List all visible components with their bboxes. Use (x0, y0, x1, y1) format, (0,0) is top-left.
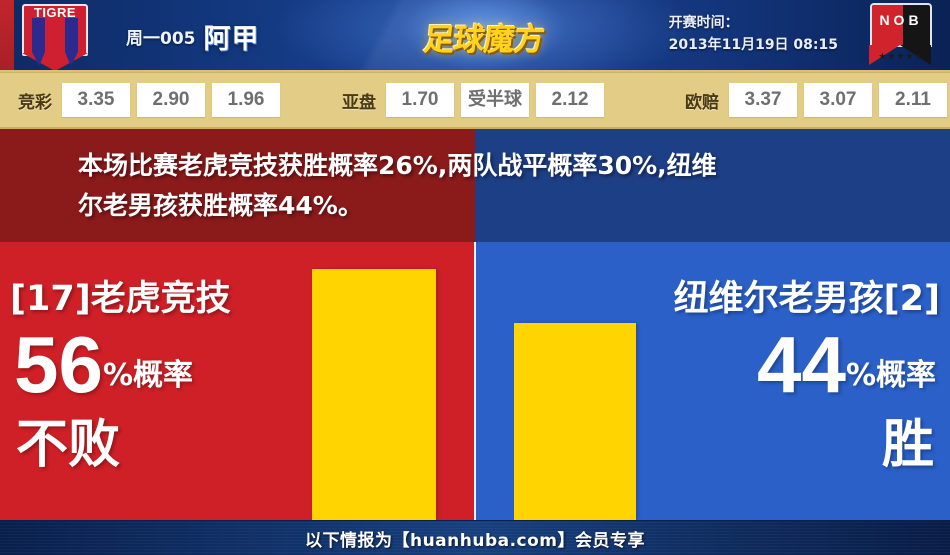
away-team-block: 纽维尔老男孩[2] 44 %概率 胜 (644, 242, 950, 520)
header-bar: TIGRE 周一005 阿甲 足球魔方 开赛时间： 2013年11月19日 08… (0, 0, 950, 72)
banner-left-bg (0, 129, 475, 242)
kickoff-info: 开赛时间： 2013年11月19日 08:15 (669, 12, 838, 56)
home-crest-text: TIGRE (33, 5, 77, 20)
odds-group-jingcai: 竞彩 3.35 2.90 1.96 (18, 83, 280, 117)
odds-group-oupei: 欧赔 3.37 3.07 2.11 (685, 83, 947, 117)
footer-bar: 以下情报为【huanhuba.com】会员专享 (0, 520, 950, 555)
odds-group-label: 竞彩 (18, 92, 52, 113)
brand-logo: 足球魔方 (398, 0, 570, 72)
away-verdict: 胜 (881, 415, 934, 475)
away-percent-suffix: %概率 (845, 358, 936, 393)
match-title: 周一005 阿甲 (126, 12, 260, 60)
home-team-crest-icon: TIGRE (22, 2, 90, 71)
away-crest-stars: ★★★★★ (878, 52, 924, 62)
odds-cell[interactable]: 3.35 (62, 83, 130, 117)
banner-line-1: 本场比赛老虎竞技获胜概率26%,两队战平概率30%,纽维 (78, 150, 717, 180)
home-probability-bar (312, 269, 436, 520)
banner-text: 本场比赛老虎竞技获胜概率26%,两队战平概率30%,纽维 尔老男孩获胜概率44%… (0, 129, 950, 242)
odds-cell-handicap[interactable]: 受半球 (461, 83, 529, 117)
probability-banner: 本场比赛老虎竞技获胜概率26%,两队战平概率30%,纽维 尔老男孩获胜概率44%… (0, 129, 950, 242)
home-percent-suffix: %概率 (102, 358, 194, 393)
away-probability-bar (514, 323, 636, 520)
odds-cell[interactable]: 2.90 (137, 83, 205, 117)
odds-cell[interactable]: 3.07 (804, 83, 872, 117)
home-team-name: [17]老虎竞技 (10, 279, 231, 319)
home-percent-row: 56 %概率 (0, 320, 310, 409)
banner-line-2: 尔老男孩获胜概率44%。 (78, 190, 363, 220)
away-crest-text: NOB (879, 12, 923, 28)
away-team-crest-icon: NOB ★★★★★ (869, 3, 932, 69)
header-red-strip (0, 0, 14, 72)
away-percent-row: 44 %概率 (644, 320, 950, 409)
banner-right-bg (475, 129, 950, 242)
odds-bar: 竞彩 3.35 2.90 1.96 亚盘 1.70 受半球 2.12 欧赔 3.… (0, 72, 950, 129)
odds-cell[interactable]: 1.70 (386, 83, 454, 117)
match-league-label: 阿甲 (203, 23, 260, 55)
odds-cell[interactable]: 1.96 (212, 83, 280, 117)
logo-glow (398, 0, 570, 72)
footer-texture (0, 521, 950, 555)
kickoff-label: 开赛时间： (668, 15, 739, 31)
home-team-block: [17]老虎竞技 56 %概率 不败 (0, 242, 310, 520)
home-verdict: 不败 (16, 415, 121, 475)
match-round-label: 周一005 (126, 28, 196, 49)
header-divider (0, 70, 950, 72)
home-percent-value: 56 (14, 320, 103, 409)
logo-text: 足球魔方 (421, 21, 546, 58)
odds-cell[interactable]: 3.37 (729, 83, 797, 117)
away-percent-value: 44 (756, 320, 846, 409)
panel-divider (474, 242, 476, 520)
odds-group-yapan: 亚盘 1.70 受半球 2.12 (342, 83, 604, 117)
odds-cell[interactable]: 2.11 (879, 83, 947, 117)
odds-group-label: 欧赔 (685, 92, 719, 113)
odds-group-label: 亚盘 (342, 92, 376, 113)
away-team-name: 纽维尔老男孩[2] (673, 279, 940, 319)
kickoff-value: 2013年11月19日 08:15 (668, 37, 838, 53)
footer-text: 以下情报为【huanhuba.com】会员专享 (304, 531, 646, 551)
odds-cell[interactable]: 2.12 (536, 83, 604, 117)
probability-bar-chart: [17]老虎竞技 56 %概率 不败 纽维尔老男孩[2] 44 %概率 胜 (0, 242, 950, 520)
